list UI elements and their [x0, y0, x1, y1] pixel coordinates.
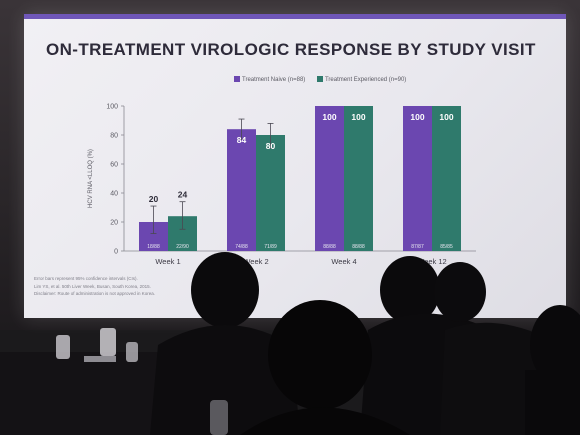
x-tick-label-2: Week 2 — [243, 257, 268, 266]
conference-table — [0, 352, 160, 435]
count-label-1-0: 22/90 — [176, 244, 189, 250]
y-tick-label-100: 100 — [106, 104, 118, 111]
legend-swatch-naive — [234, 76, 240, 82]
projection-screen: ON-TREATMENT VIROLOGIC RESPONSE BY STUDY… — [24, 14, 566, 318]
water-bottle — [210, 400, 228, 435]
audience-body-4 — [240, 407, 410, 435]
x-tick-label-4: Week 12 — [417, 257, 446, 266]
count-label-0-3: 87/87 — [411, 244, 424, 250]
data-label-1-2: 100 — [351, 112, 365, 122]
count-label-1-2: 88/88 — [352, 244, 365, 250]
data-label-0-3: 100 — [410, 112, 424, 122]
legend-label-naive: Treatment Naive (n=88) — [242, 76, 306, 83]
y-tick-label-40: 40 — [110, 191, 118, 198]
x-tick-label-1: Week 1 — [155, 257, 180, 266]
data-label-0-1: 84 — [237, 135, 247, 145]
footnote-citation: Lim YS, et al. 50th Liver Week, Busan, S… — [34, 284, 151, 289]
data-label-0-0: 20 — [149, 194, 159, 204]
count-label-0-1: 74/88 — [235, 244, 248, 250]
legend-swatch-experienced — [316, 76, 323, 82]
audience-body-5 — [525, 370, 580, 435]
slide-top-bar — [24, 14, 566, 19]
chart-legend: Treatment Naive (n=88) Treatment Experie… — [234, 76, 416, 83]
y-tick-label-20: 20 — [110, 220, 118, 227]
y-tick-label-60: 60 — [110, 162, 118, 169]
count-label-1-3: 85/85 — [440, 244, 453, 250]
audience-body-1 — [150, 325, 300, 435]
bar-experienced-4 — [432, 106, 461, 251]
water-glass-1 — [56, 335, 70, 359]
audience-body-2 — [360, 313, 500, 435]
slide-title: ON-TREATMENT VIROLOGIC RESPONSE BY STUDY… — [46, 40, 536, 59]
legend-item-naive: Treatment Naive (n=88) — [234, 76, 307, 83]
y-axis-label: HCV RNA <LLOQ (%) — [88, 149, 94, 208]
table-paper — [84, 356, 116, 362]
legend-label-experienced: Treatment Experienced (n=90) — [324, 76, 407, 83]
data-label-1-1: 80 — [266, 141, 276, 151]
count-label-1-1: 71/89 — [264, 244, 277, 250]
bar-naive-2 — [227, 129, 256, 251]
water-glass-2 — [100, 328, 116, 356]
footnote-errorbars: Error bars represent 95% confidence inte… — [34, 276, 138, 281]
bar-naive-4 — [403, 106, 432, 251]
y-tick-label-80: 80 — [110, 133, 118, 140]
count-label-0-2: 88/88 — [323, 244, 336, 250]
water-glass-3 — [126, 342, 138, 362]
y-tick-label-0: 0 — [114, 249, 118, 256]
audience-body-3 — [440, 322, 570, 435]
bar-experienced-3 — [344, 106, 373, 251]
bar-naive-3 — [315, 106, 344, 251]
data-label-1-3: 100 — [439, 112, 453, 122]
x-tick-label-3: Week 4 — [331, 257, 356, 266]
legend-item-experienced: Treatment Experienced (n=90) — [316, 76, 407, 83]
data-label-0-2: 100 — [322, 112, 336, 122]
bar-experienced-2 — [256, 135, 285, 251]
footnote-disclaimer: Disclaimer: Route of administration is n… — [34, 291, 156, 296]
data-label-1-0: 24 — [178, 190, 188, 200]
bar-chart: 0 20 40 60 80 100 HCV RNA <LLOQ (%) 20 18/88 24 22… — [88, 104, 476, 266]
count-label-0-0: 18/88 — [147, 244, 160, 250]
